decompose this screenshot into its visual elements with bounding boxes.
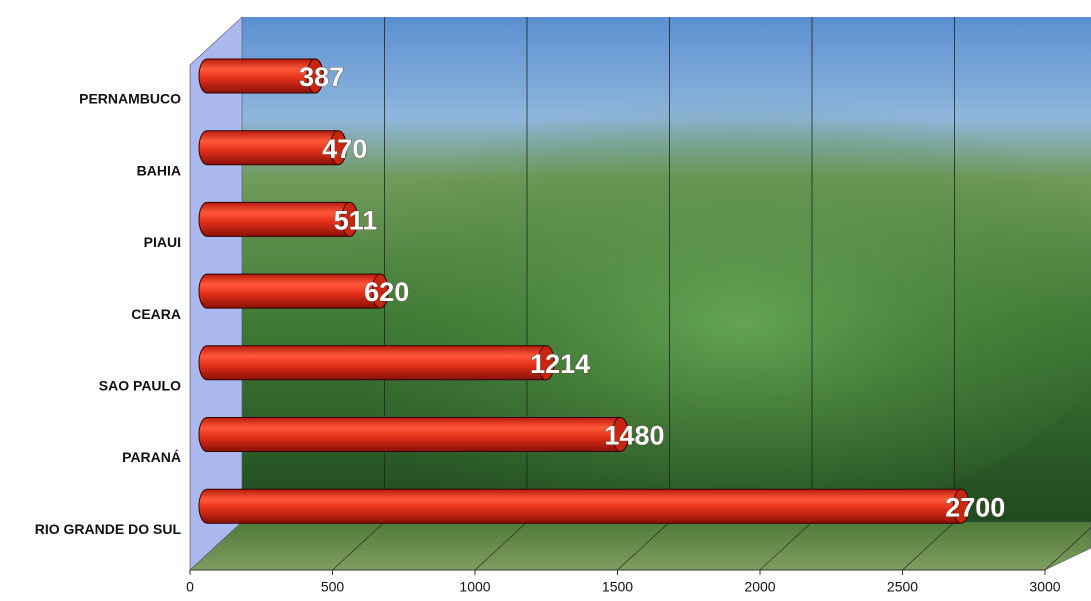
grid-line [759,521,813,571]
y-tick-label: PERNAMBUCO [79,91,181,107]
grid-line [332,521,385,571]
y-tick-label: RIO GRANDE DO SUL [35,521,182,537]
bar-cap [611,417,629,452]
y-tick-label: BAHIA [137,162,181,178]
x-tick-label: 0 [186,579,194,595]
grid-line [902,521,955,571]
bar [198,488,970,524]
bar-cap [952,488,970,524]
bar-cap [306,58,324,94]
bar-cap [329,130,347,166]
y-tick-label: PARANÁ [122,449,181,465]
x-tick-label: 2000 [744,579,775,595]
x-tick-label: 2500 [887,579,918,595]
x-tick-label: 1500 [602,579,633,595]
grid-line [617,521,670,571]
bar [198,417,629,452]
foliage [280,70,1091,530]
x-tick-label: 500 [321,579,345,595]
value-label: 1214 [530,349,590,379]
value-label: 2700 [945,492,1005,522]
y-tick-label: PIAUI [144,234,181,250]
y-tick-label: SAO PAULO [99,378,181,394]
value-label: 387 [299,62,344,92]
value-label: 620 [364,277,409,307]
grid-line [474,521,528,571]
bar [198,345,555,381]
bars: PERNAMBUCO 387 BAHIA 470 PIAUI 511 CEARA 620 SAO… [35,58,1006,537]
x-tick-label: 3000 [1029,579,1060,595]
value-label: 511 [334,206,378,236]
x-tick-label: 1000 [459,579,490,595]
bar-cap [537,345,555,381]
value-label: 1480 [604,421,664,451]
floor [189,521,1091,571]
value-label: 470 [322,134,367,164]
bar-cap [341,201,359,237]
grid-line [1044,527,1091,571]
y-tick-label: CEARA [131,306,181,322]
bar-cap [371,273,389,309]
bar [198,273,389,309]
